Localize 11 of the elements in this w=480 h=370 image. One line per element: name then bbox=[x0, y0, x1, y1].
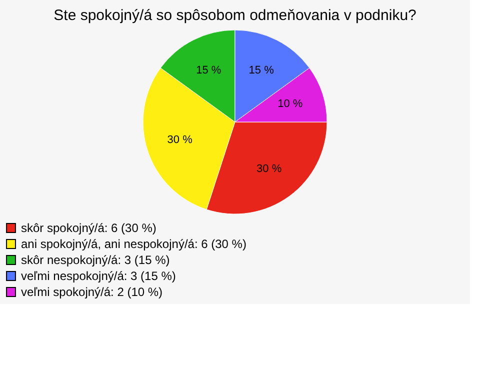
data-label: 15 % bbox=[196, 64, 222, 76]
data-label: 30 % bbox=[167, 134, 193, 146]
legend-label: veľmi nespokojný/á: 3 (15 %) bbox=[21, 269, 176, 283]
legend-label: ani spokojný/á, ani nespokojný/á: 6 (30 %) bbox=[21, 237, 246, 251]
legend-label: skôr spokojný/á: 6 (30 %) bbox=[21, 221, 156, 235]
chart-title: Ste spokojný/á so spôsobom odmeňovania v podniku? bbox=[54, 7, 416, 24]
data-label: 30 % bbox=[256, 162, 282, 175]
legend-label: veľmi spokojný/á: 2 (10 %) bbox=[21, 285, 163, 299]
legend-label: skôr nespokojný/á: 3 (15 %) bbox=[21, 253, 170, 267]
data-label: 10 % bbox=[278, 98, 303, 110]
data-label: 15 % bbox=[248, 64, 274, 76]
